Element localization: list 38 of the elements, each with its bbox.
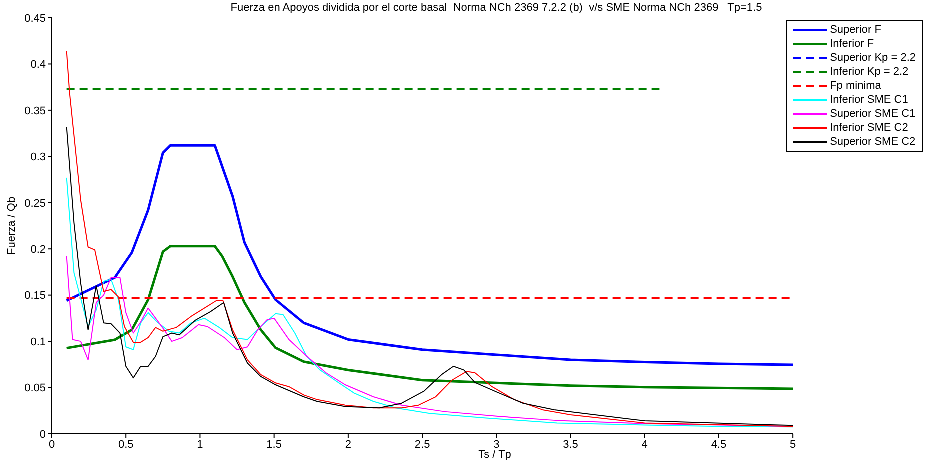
x-tick-label: 3 bbox=[494, 438, 500, 451]
y-tick-label: 0 bbox=[40, 428, 46, 441]
y-axis-title: Fuerza / Qb bbox=[6, 196, 18, 258]
legend-label: Superior Kp = 2.2 bbox=[830, 51, 916, 65]
line-series bbox=[66, 245, 794, 390]
x-tick-label: 0 bbox=[48, 438, 56, 451]
line-series bbox=[66, 177, 794, 428]
x-tick-label: 4 bbox=[642, 438, 648, 451]
y-tick-label: 0.3 bbox=[30, 152, 46, 164]
y-tick-label: 0.1 bbox=[30, 336, 46, 348]
x-tick-label: 2 bbox=[345, 438, 352, 451]
x-tick-label: 4.5 bbox=[711, 438, 727, 451]
x-tick-label: 1.5 bbox=[266, 438, 282, 451]
y-tick-label: 0.2 bbox=[30, 244, 46, 256]
y-tick-label: 0.45 bbox=[24, 12, 46, 25]
line-series bbox=[66, 144, 794, 366]
legend-label: Superior SME C1 bbox=[830, 107, 916, 121]
y-tick-label: 0.05 bbox=[24, 382, 46, 395]
chart-title: Fuerza en Apoyos dividida por el corte basal Norma NCh 2369 7.2.2 (b) v/s SME Norma NCh 2369 Tp=1.5 bbox=[230, 2, 764, 14]
legend-label: Fp minima bbox=[830, 79, 882, 93]
line-series bbox=[66, 126, 794, 426]
x-tick-label: 1 bbox=[197, 438, 204, 451]
x-tick-label: 3.5 bbox=[563, 438, 578, 451]
x-axis-title: Ts / Tp bbox=[478, 449, 512, 462]
line-series bbox=[66, 50, 794, 428]
x-tick-label: 0.5 bbox=[118, 438, 134, 451]
y-tick-label: 0.35 bbox=[24, 105, 46, 118]
legend-label: Inferior SME C2 bbox=[830, 121, 908, 135]
y-tick-label: 0.25 bbox=[24, 198, 46, 210]
x-tick-label: 2.5 bbox=[414, 438, 430, 451]
legend-label: Superior F bbox=[830, 23, 882, 37]
y-tick-label: 0.15 bbox=[24, 290, 46, 302]
legend-label: Inferior F bbox=[830, 37, 874, 51]
legend-label: Inferior SME C1 bbox=[830, 93, 908, 107]
y-tick-label: 0.4 bbox=[30, 59, 46, 72]
legend-label: Superior SME C2 bbox=[830, 135, 916, 149]
x-tick-label: 5 bbox=[790, 438, 796, 451]
legend-label: Inferior Kp = 2.2 bbox=[830, 65, 909, 79]
